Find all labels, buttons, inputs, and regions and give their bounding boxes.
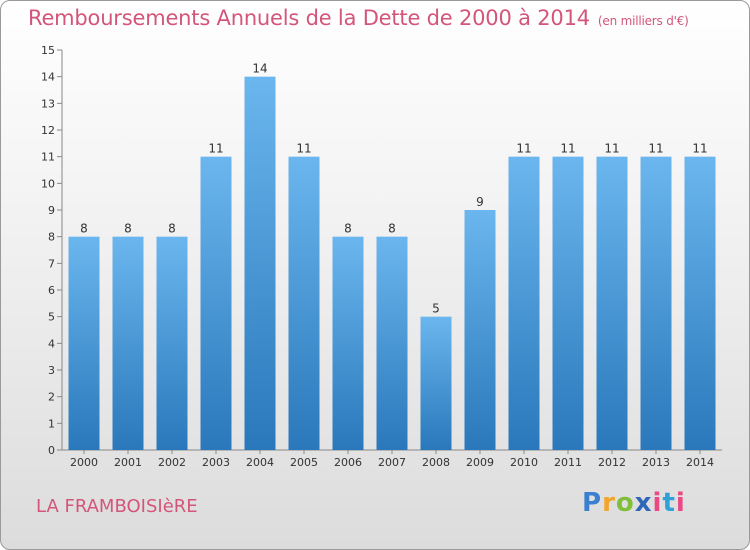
bar-value-label: 11 [604,142,619,156]
bar [640,156,672,450]
x-tick-label: 2003 [202,456,230,469]
bar [596,156,628,450]
bar [156,236,188,450]
x-tick-label: 2009 [466,456,494,469]
bar-value-label: 11 [296,142,311,156]
x-tick-label: 2012 [598,456,626,469]
bar-value-label: 8 [344,222,352,236]
proxiti-logo: Proxiti [582,488,686,518]
x-tick-label: 2010 [510,456,538,469]
city-name: LA FRAMBOISIèRE [36,496,198,517]
bar [376,236,408,450]
bar-value-label: 9 [476,195,484,209]
x-tick-label: 2004 [246,456,274,469]
y-tick-label: 0 [48,444,55,457]
y-tick-label: 5 [48,311,55,324]
bar [200,156,232,450]
y-tick-label: 9 [48,204,55,217]
y-tick-label: 6 [48,284,55,297]
bar-value-label: 14 [252,62,267,76]
bar [552,156,584,450]
bar-value-label: 8 [80,222,88,236]
bar [684,156,716,450]
x-tick-label: 2011 [554,456,582,469]
x-tick-label: 2007 [378,456,406,469]
bar-value-label: 8 [168,222,176,236]
y-tick-label: 11 [41,151,55,164]
chart-title-text: Remboursements Annuels de la Dette de 20… [28,6,590,30]
x-tick-label: 2013 [642,456,670,469]
bar-value-label: 11 [560,142,575,156]
y-tick-label: 7 [48,257,55,270]
bar [332,236,364,450]
x-tick-label: 2006 [334,456,362,469]
bar-value-label: 11 [648,142,663,156]
y-tick-label: 1 [48,417,55,430]
bar [288,156,320,450]
bar [508,156,540,450]
bar-value-label: 11 [208,142,223,156]
y-tick-label: 15 [41,44,55,57]
x-tick-label: 2001 [114,456,142,469]
bar [244,76,276,451]
bar-value-label: 8 [124,222,132,236]
bar [112,236,144,450]
x-tick-label: 2008 [422,456,450,469]
y-tick-label: 2 [48,391,55,404]
unit-label: (en milliers d'€) [597,14,689,28]
x-tick-label: 2014 [686,456,714,469]
y-tick-label: 13 [41,97,55,110]
y-tick-label: 12 [41,124,55,137]
bar-value-label: 11 [516,142,531,156]
chart-title: Remboursements Annuels de la Dette de 20… [28,6,689,30]
y-tick-label: 4 [48,337,55,350]
chart-bars [68,76,716,451]
bar-value-label: 8 [388,222,396,236]
bar [420,316,452,450]
x-tick-label: 2005 [290,456,318,469]
y-tick-label: 8 [48,231,55,244]
bar [464,210,496,450]
y-tick-label: 3 [48,364,55,377]
bar-value-label: 5 [432,302,440,316]
bar-value-label: 11 [692,142,707,156]
x-tick-label: 2002 [158,456,186,469]
y-tick-label: 10 [41,177,55,190]
bar [68,236,100,450]
x-tick-label: 2000 [70,456,98,469]
y-tick-label: 14 [41,71,55,84]
chart-labels: 2000 8 2001 8 2002 8 2003 11 2004 14 2005 11 2006 8 20… [70,62,714,469]
